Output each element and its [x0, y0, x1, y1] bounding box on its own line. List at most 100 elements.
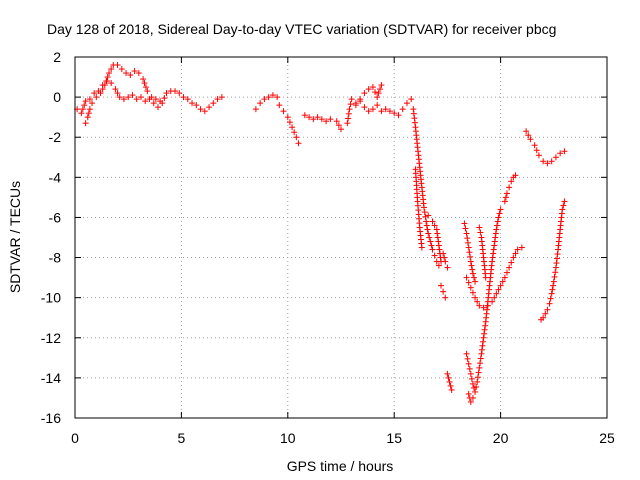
data-point [431, 222, 438, 229]
data-point [506, 184, 513, 191]
data-point [560, 202, 567, 209]
data-point [438, 282, 445, 289]
data-point [490, 250, 497, 257]
data-point [365, 86, 372, 93]
data-point [85, 110, 92, 117]
data-point [428, 242, 435, 249]
data-point [252, 106, 259, 113]
data-point [472, 278, 479, 285]
chart-title: Day 128 of 2018, Sidereal Day-to-day VTE… [47, 21, 556, 37]
data-point [382, 106, 389, 113]
data-point [335, 122, 342, 129]
data-point [467, 398, 474, 405]
data-point [481, 330, 488, 337]
data-point [257, 100, 264, 107]
data-point [116, 94, 123, 101]
data-point [503, 269, 510, 276]
data-point [461, 220, 468, 227]
grid [75, 57, 607, 418]
data-point [463, 230, 470, 237]
data-point [79, 106, 86, 113]
data-point [314, 114, 321, 121]
data-point [99, 86, 106, 93]
data-point [468, 262, 475, 269]
data-point [425, 230, 432, 237]
data-point [378, 108, 385, 115]
x-tick-label: 25 [599, 430, 615, 446]
data-point [118, 66, 125, 73]
data-point [206, 104, 213, 111]
data-point [176, 90, 183, 97]
data-point [289, 124, 296, 131]
data-point [301, 112, 308, 119]
data-point [476, 364, 483, 371]
data-point [433, 226, 440, 233]
x-tick-label: 20 [493, 430, 509, 446]
data-point [318, 116, 325, 123]
data-point [557, 150, 564, 157]
data-point [502, 194, 509, 201]
data-point [465, 279, 472, 286]
data-point [436, 246, 443, 253]
data-point [464, 235, 471, 242]
data-point [421, 209, 428, 216]
data-point [144, 88, 151, 95]
data-point [346, 106, 353, 113]
data-point [469, 380, 476, 387]
data-point [345, 115, 352, 122]
data-point [193, 102, 200, 109]
data-point [518, 244, 525, 251]
data-point [506, 264, 513, 271]
data-point [410, 106, 417, 113]
data-point [491, 242, 498, 249]
data-point [142, 98, 149, 105]
data-point [469, 270, 476, 277]
data-point [440, 288, 447, 295]
data-point [531, 142, 538, 149]
data-point [550, 278, 557, 285]
data-point [492, 230, 499, 237]
data-point [184, 96, 191, 103]
data-point [463, 350, 470, 357]
data-point [464, 239, 471, 246]
data-point [489, 254, 496, 261]
data-point [108, 66, 115, 73]
y-tick-label: 0 [53, 89, 61, 105]
data-point [479, 342, 486, 349]
data-point [78, 110, 85, 117]
data-point [497, 282, 504, 289]
data-point [474, 378, 481, 385]
data-point [141, 80, 148, 87]
data-point [553, 260, 560, 267]
data-point [477, 355, 484, 362]
data-point [357, 98, 364, 105]
data-point [411, 119, 418, 126]
data-point [374, 102, 381, 109]
data-point [140, 76, 147, 83]
data-point [135, 70, 142, 77]
data-point [152, 96, 159, 103]
data-point [544, 306, 551, 313]
data-point [374, 94, 381, 101]
data-point [476, 224, 483, 231]
data-point [508, 259, 515, 266]
data-point [434, 230, 441, 237]
data-point [549, 286, 556, 293]
data-point [327, 116, 334, 123]
data-point [293, 134, 300, 141]
data-point [482, 322, 489, 329]
data-point [533, 147, 540, 154]
data-point [114, 90, 121, 97]
data-point [552, 264, 559, 271]
data-point [284, 114, 291, 121]
data-point [375, 90, 382, 97]
data-point [295, 140, 302, 147]
data-point [467, 258, 474, 265]
data-point [338, 126, 344, 133]
data-point [523, 128, 530, 135]
data-point [86, 106, 93, 113]
data-point [97, 90, 104, 97]
data-point [408, 96, 415, 103]
data-point [276, 102, 283, 109]
